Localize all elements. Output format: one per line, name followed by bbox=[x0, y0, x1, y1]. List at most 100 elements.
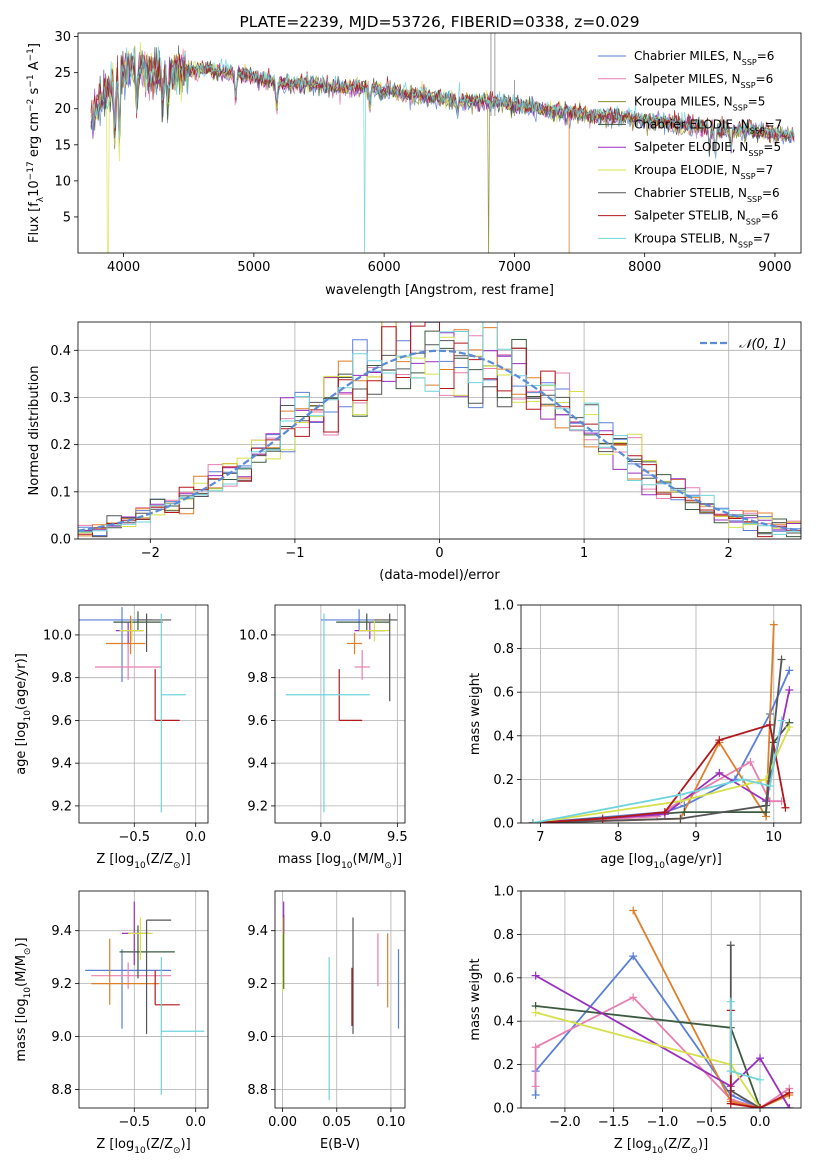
weight-marker bbox=[715, 736, 724, 745]
tick-label-x: −0.5 bbox=[695, 1115, 727, 1130]
tick-label-y: 10 bbox=[54, 174, 71, 189]
age-vs-mass-panel: 9.0 9.5 9.2 9.4 9.6 9.8 10.0 mass [log10(M/M⊙)] bbox=[239, 604, 408, 871]
legend-entry: Kroupa STELIB, NSSP=7 bbox=[634, 231, 771, 249]
tick-label-x: 9.0 bbox=[311, 830, 332, 845]
legend-entry: Salpeter STELIB, NSSP=6 bbox=[634, 209, 778, 227]
tick-label-x: 10 bbox=[766, 830, 783, 845]
tick-label-y: 5 bbox=[63, 210, 71, 225]
y-axis-label: age [log10(age/yr)] bbox=[14, 653, 33, 775]
axes-frame bbox=[274, 890, 406, 1109]
x-axis-label: (data-model)/error bbox=[379, 568, 500, 583]
weight-marker bbox=[715, 768, 724, 777]
weight-marker bbox=[629, 952, 638, 961]
tick-label-y: 10.0 bbox=[239, 628, 268, 643]
errorbars bbox=[79, 607, 186, 813]
tick-label-x: 9.5 bbox=[387, 830, 408, 845]
tick-label-y: 8.8 bbox=[247, 1083, 268, 1098]
tick-label-y: 1.0 bbox=[493, 599, 514, 614]
weight-marker bbox=[777, 655, 786, 664]
weight-marker bbox=[785, 686, 794, 695]
histogram-series bbox=[78, 340, 801, 538]
weight-marker bbox=[785, 1104, 794, 1108]
mass-vs-Z-panel: −0.5 0.0 8.8 9.0 9.2 9.4 Z [log10(Z/Z⊙)] mass [… bbox=[14, 890, 209, 1156]
weight-marker bbox=[781, 803, 790, 812]
tick-label-y: 9.8 bbox=[51, 671, 72, 686]
tick-label-y: 25 bbox=[54, 66, 71, 81]
tick-label-x: 4000 bbox=[107, 260, 140, 275]
x-axis-label: age [log10(age/yr)] bbox=[600, 852, 722, 871]
tick-label-y: 9.0 bbox=[51, 1030, 72, 1045]
legend-entry: Chabrier ELODIE, NSSP=7 bbox=[634, 117, 782, 135]
tick-label-y: 0.4 bbox=[493, 729, 514, 744]
mass-vs-EBV-panel: 0.00 0.05 0.10 8.8 9.0 9.2 9.4 E(B-V) bbox=[247, 890, 406, 1152]
tick-label-y: 1.0 bbox=[493, 885, 514, 900]
tick-label-y: 9.6 bbox=[247, 714, 268, 729]
weight-series bbox=[632, 910, 790, 1108]
weight-marker bbox=[598, 814, 607, 823]
tick-label-x: −0.5 bbox=[118, 830, 150, 845]
weight-series bbox=[532, 689, 791, 823]
tick-label-x: 0.10 bbox=[376, 1115, 405, 1130]
tick-label-y: 0.6 bbox=[493, 971, 514, 986]
tick-label-x: 6000 bbox=[368, 260, 401, 275]
weight-series bbox=[532, 726, 791, 823]
tick-label-x: 9000 bbox=[758, 260, 791, 275]
weight-marker bbox=[785, 666, 794, 675]
tick-label-y: 0.4 bbox=[50, 344, 71, 359]
tick-label-y: 0.3 bbox=[50, 391, 71, 406]
tick-label-y: 9.6 bbox=[51, 714, 72, 729]
tick-label-x: 0.05 bbox=[322, 1115, 351, 1130]
axes-frame bbox=[77, 321, 802, 540]
axes-frame bbox=[274, 604, 406, 824]
weight-marker bbox=[531, 1043, 540, 1052]
age-vs-Z-panel: −0.5 0.0 9.2 9.4 9.6 9.8 10.0 Z [log10(Z/Z⊙)] ag… bbox=[14, 604, 209, 871]
legend-entry: Chabrier MILES, NSSP=6 bbox=[634, 49, 774, 67]
tick-label-x: −2 bbox=[141, 546, 160, 561]
weight-marker bbox=[738, 775, 747, 784]
tick-label-y: 15 bbox=[54, 138, 71, 153]
axes-frame bbox=[78, 604, 209, 824]
tick-label-x: 7000 bbox=[498, 260, 531, 275]
tick-label-x: −0.5 bbox=[118, 1115, 150, 1130]
weight-marker bbox=[785, 1088, 794, 1097]
tick-label-y: 9.8 bbox=[247, 671, 268, 686]
weight-marker bbox=[756, 1075, 765, 1084]
weight-marker bbox=[676, 814, 685, 823]
weight-marker bbox=[676, 790, 685, 799]
legend-entry: Kroupa ELODIE, NSSP=7 bbox=[634, 163, 773, 181]
residuals-panel: −2 −1 0 1 2 0.0 0.1 0.2 0.3 0.4 (data-model)/error… bbox=[27, 321, 802, 583]
weight-marker bbox=[746, 757, 755, 766]
y-axis-label: mass [log10(M/M⊙)] bbox=[14, 937, 33, 1061]
weight-marker bbox=[629, 906, 638, 915]
weight-marker bbox=[531, 971, 540, 980]
tick-label-y: 30 bbox=[54, 30, 71, 45]
spectrum-lines bbox=[90, 33, 795, 253]
histogram-series bbox=[78, 322, 801, 536]
weight-marker bbox=[762, 801, 770, 810]
x-axis-label: Z [log10(Z/Z⊙)] bbox=[96, 852, 190, 871]
weight-marker bbox=[769, 620, 778, 629]
weight-series bbox=[532, 670, 791, 823]
tick-label-y: 0.4 bbox=[493, 1015, 514, 1030]
weight-marker bbox=[756, 1104, 765, 1108]
tick-label-x: −1 bbox=[285, 546, 304, 561]
histogram-series bbox=[78, 322, 801, 534]
weight-marker bbox=[726, 1067, 735, 1076]
tick-label-y: 20 bbox=[54, 102, 71, 117]
weight-marker bbox=[756, 1054, 765, 1063]
tick-label-x: 8 bbox=[614, 830, 622, 845]
y-axis-label: Flux [fλ10−17 erg cm−2 s−1 A−1] bbox=[26, 43, 46, 243]
y-axis-label: mass weight bbox=[468, 673, 483, 755]
weight-marker bbox=[680, 808, 689, 817]
weight-marker bbox=[629, 993, 638, 1002]
tick-label-y: 0.2 bbox=[493, 1058, 514, 1073]
tick-label-y: 9.2 bbox=[51, 977, 72, 992]
legend-entry: Kroupa MILES, NSSP=5 bbox=[634, 95, 765, 113]
chart-title: PLATE=2239, MJD=53726, FIBERID=0338, z=0… bbox=[239, 13, 639, 31]
tick-label-x: 9 bbox=[692, 830, 700, 845]
axes-frame bbox=[520, 604, 802, 824]
tick-label-x: −1.5 bbox=[598, 1115, 630, 1130]
legend-entry: Salpeter ELODIE, NSSP=5 bbox=[634, 140, 781, 158]
tick-label-y: 0.1 bbox=[50, 485, 71, 500]
tick-label-x: 0.0 bbox=[185, 1115, 206, 1130]
